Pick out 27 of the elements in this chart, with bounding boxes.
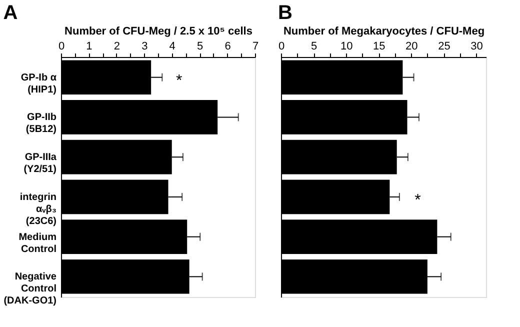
x-tick-label: 20: [406, 40, 418, 52]
chart-title: B: [278, 2, 292, 24]
annotation: *: [414, 192, 421, 209]
x-tick-label: 0: [58, 40, 65, 52]
x-tick-label: 15: [372, 40, 386, 52]
x-tick-label: 30: [470, 40, 483, 52]
x-tick-label: 25: [438, 40, 450, 52]
x-tick-label: 3: [142, 40, 148, 52]
y-tick-label: Negative Control (DAK-GO1): [4, 272, 57, 307]
y-tick-label: GP-Ib α (HIP1): [20, 72, 58, 96]
x-axis-title: Number of CFU-Meg / 2.5 x 10⁵ cells: [64, 26, 252, 38]
x-tick-label: 1: [86, 40, 92, 52]
x-tick-label: 10: [340, 40, 353, 52]
x-tick-label: 0: [278, 40, 285, 52]
x-tick-label: 5: [197, 40, 204, 52]
x-tick-label: 6: [224, 40, 231, 52]
x-tick-label: 7: [252, 40, 259, 52]
x-tick-label: 2: [114, 40, 120, 52]
x-tick-label: 5: [310, 40, 318, 52]
y-tick-label: GP-IIb (5B12): [26, 112, 56, 136]
x-axis-title: Number of Megakaryocytes / CFU-Meg: [283, 26, 485, 38]
x-tick-label: 4: [169, 40, 176, 52]
y-tick-label: Medium Control: [18, 232, 57, 255]
y-tick-label: integrin αᵥβ₃ (23C6): [20, 192, 57, 227]
annotation: *: [176, 72, 182, 90]
y-tick-label: GP-IIIa (Y2/51): [24, 152, 57, 176]
chart-title: A: [3, 2, 18, 24]
